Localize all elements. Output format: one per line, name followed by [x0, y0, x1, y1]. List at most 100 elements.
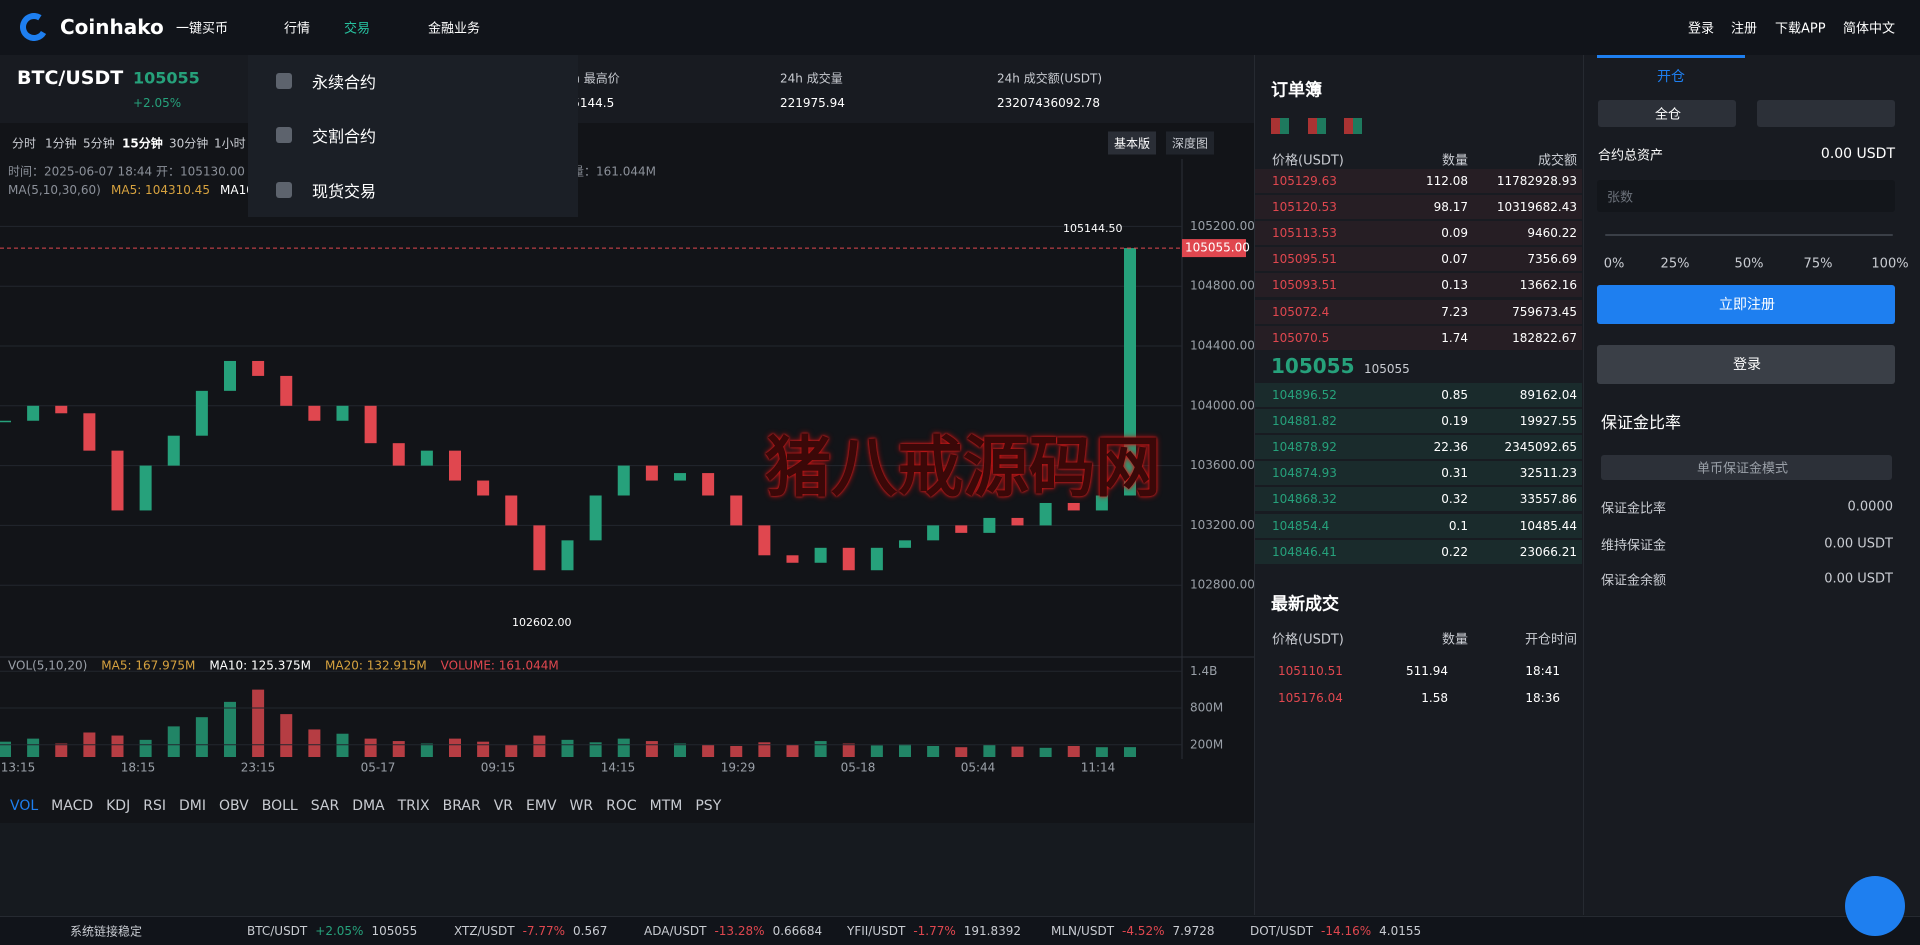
indicator[interactable]: DMI — [178, 798, 206, 814]
interval[interactable]: 15分钟 — [122, 136, 163, 151]
depth-row — [1255, 461, 1582, 486]
candle — [111, 450, 124, 511]
indicator[interactable]: KDJ — [106, 798, 131, 814]
nav-item[interactable]: 金融业务 — [428, 21, 481, 37]
volume-bar — [730, 745, 743, 757]
candle — [702, 473, 715, 496]
layout-icon[interactable] — [1344, 118, 1362, 134]
candle — [955, 525, 968, 533]
indicator[interactable]: WR — [569, 798, 594, 814]
indicator[interactable]: MACD — [51, 798, 94, 814]
label: 9460.22 — [1527, 226, 1577, 241]
layout-icon[interactable] — [1271, 118, 1289, 134]
volume-bar — [505, 744, 518, 757]
label: 10319682.43 — [1496, 200, 1577, 215]
dropdown-item[interactable]: 永续合约 — [312, 73, 377, 92]
nav-item[interactable]: 行情 — [284, 21, 311, 37]
interval[interactable]: 5分钟 — [83, 136, 115, 151]
volume-bar — [786, 744, 799, 757]
ticker[interactable]: YFII/USDT -1.77% 191.8392 — [847, 924, 1021, 938]
slider[interactable] — [1605, 234, 1893, 236]
indicator[interactable]: ROC — [606, 798, 637, 814]
interval[interactable]: 30分钟 — [169, 136, 209, 151]
chat-button[interactable] — [1845, 876, 1905, 936]
interval[interactable]: 1小时 — [214, 136, 246, 151]
stat-value: 23207436092.78 — [997, 96, 1101, 110]
button[interactable] — [1598, 100, 1736, 127]
view-toggle[interactable]: 基本版 — [1108, 131, 1157, 155]
view-toggle[interactable]: 深度图 — [1166, 131, 1215, 155]
interval[interactable]: 分时 — [12, 136, 37, 151]
button[interactable] — [1597, 345, 1895, 384]
label: 开：105130.00 — [156, 164, 245, 179]
indicator[interactable]: MTM — [649, 798, 683, 814]
label: 7.23 — [1441, 304, 1468, 319]
indicator[interactable]: RSI — [143, 798, 166, 814]
volume-bar — [899, 744, 911, 757]
candle — [1039, 502, 1052, 526]
label[interactable]: 全仓 — [1655, 107, 1682, 123]
x-tick-label: 14:15 — [601, 761, 636, 775]
ticker-field: 7.9728 — [1172, 924, 1215, 938]
candle — [308, 405, 321, 421]
layout-icon[interactable] — [1308, 118, 1326, 134]
candle — [477, 480, 490, 496]
label[interactable]: 立即注册 — [1719, 297, 1775, 313]
indicator[interactable]: OBV — [218, 798, 249, 814]
label[interactable]: 开仓 — [1657, 69, 1685, 85]
y-tick-label: 104000.00 — [1190, 398, 1254, 412]
indicator[interactable]: SAR — [310, 798, 340, 814]
dropdown-item[interactable]: 现货交易 — [312, 182, 377, 201]
button[interactable] — [1597, 285, 1895, 324]
mode-box[interactable] — [1601, 455, 1892, 480]
volume-legend: VOL(5,10,20) — [8, 659, 87, 673]
label[interactable]: 张数 — [1607, 190, 1634, 206]
nav-item[interactable]: 一键买币 — [176, 21, 229, 37]
nav-link[interactable]: 简体中文 — [1843, 21, 1896, 37]
nav-link[interactable]: 注册 — [1731, 21, 1758, 37]
label[interactable]: 登录 — [1733, 357, 1761, 373]
nav-link[interactable]: 登录 — [1688, 21, 1715, 37]
indicator[interactable]: VOL — [10, 798, 39, 814]
input[interactable] — [1597, 180, 1895, 212]
icon — [276, 127, 292, 143]
label: 33557.86 — [1519, 492, 1577, 507]
indicator[interactable]: BOLL — [261, 798, 298, 814]
ticker[interactable]: DOT/USDT -14.16% 4.0155 — [1250, 924, 1421, 938]
label: 数量 — [1441, 632, 1468, 648]
indicator[interactable]: EMV — [526, 798, 557, 814]
label: 0.1 — [1448, 518, 1468, 533]
indicator[interactable]: VR — [493, 798, 514, 814]
candle — [561, 540, 574, 571]
ticker[interactable]: XTZ/USDT -7.77% 0.567 — [454, 924, 607, 938]
ticker[interactable]: BTC/USDT +2.05% 105055 — [247, 924, 417, 938]
nav-item[interactable]: 交易 — [344, 21, 371, 37]
candle — [392, 443, 405, 466]
y-tick-label: 105200.00 — [1190, 219, 1254, 233]
label: 保证金比率 — [1601, 413, 1682, 432]
status-bar — [0, 916, 1920, 945]
ticker-field: XTZ/USDT — [454, 924, 515, 938]
label: 105110.51 — [1278, 664, 1343, 678]
volume-bar — [1095, 747, 1108, 757]
volume-bar — [224, 701, 236, 757]
indicator[interactable]: PSY — [695, 798, 722, 814]
change: +2.05% — [133, 96, 182, 110]
dropdown-item[interactable]: 交割合约 — [312, 127, 377, 146]
label: 104874.93 — [1272, 466, 1337, 481]
indicator[interactable]: TRIX — [397, 798, 430, 814]
interval[interactable]: 1分钟 — [45, 136, 77, 151]
indicator[interactable]: DMA — [352, 798, 385, 814]
label: 22.36 — [1433, 440, 1468, 455]
ticker[interactable]: ADA/USDT -13.28% 0.66684 — [644, 924, 822, 938]
label: MA5: 104310.45 — [111, 183, 210, 197]
depth-row — [1255, 299, 1582, 324]
indicator[interactable]: BRAR — [442, 798, 481, 814]
mid-price: 105055 — [1271, 354, 1355, 378]
nav-link[interactable]: 下载APP — [1775, 21, 1826, 37]
ticker[interactable]: MLN/USDT -4.52% 7.9728 — [1051, 924, 1214, 938]
volume-bar — [195, 717, 208, 757]
button[interactable] — [1757, 100, 1895, 127]
volume-bar — [1039, 747, 1052, 757]
label: 开仓时间 — [1524, 632, 1577, 648]
